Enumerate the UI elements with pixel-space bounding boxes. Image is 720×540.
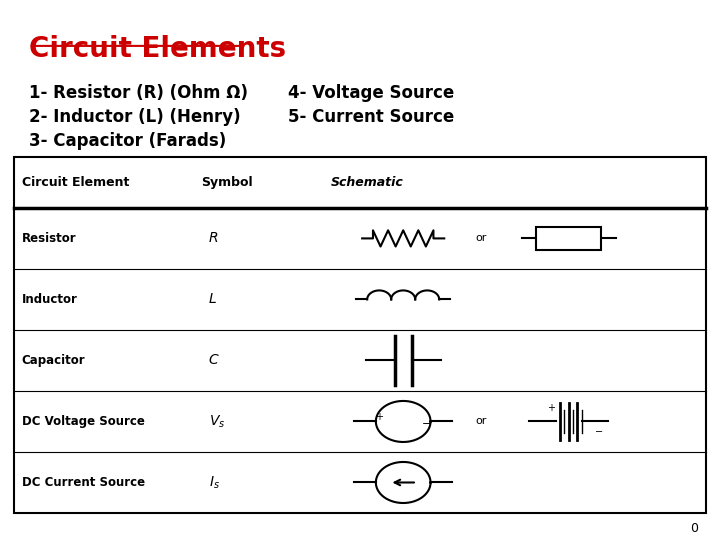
Text: DC Voltage Source: DC Voltage Source bbox=[22, 415, 145, 428]
Text: −: − bbox=[595, 427, 603, 437]
Text: −: − bbox=[422, 419, 432, 429]
Text: 3- Capacitor (Farads): 3- Capacitor (Farads) bbox=[29, 132, 226, 150]
Text: Symbol: Symbol bbox=[202, 176, 253, 189]
Text: Circuit Elements: Circuit Elements bbox=[29, 35, 286, 63]
Text: R: R bbox=[209, 232, 218, 245]
Text: 1- Resistor (R) (Ohm Ω): 1- Resistor (R) (Ohm Ω) bbox=[29, 84, 248, 102]
Text: Resistor: Resistor bbox=[22, 232, 76, 245]
Text: Schematic: Schematic bbox=[331, 176, 404, 189]
Bar bbox=[536, 226, 601, 250]
Text: 0: 0 bbox=[690, 522, 698, 535]
Text: Circuit Element: Circuit Element bbox=[22, 176, 129, 189]
Text: DC Current Source: DC Current Source bbox=[22, 476, 145, 489]
Text: C: C bbox=[209, 354, 219, 367]
Text: or: or bbox=[475, 233, 487, 244]
Text: +: + bbox=[375, 412, 384, 422]
Text: $I_s$: $I_s$ bbox=[209, 474, 220, 491]
Text: Inductor: Inductor bbox=[22, 293, 78, 306]
Text: L: L bbox=[209, 293, 217, 306]
Text: Capacitor: Capacitor bbox=[22, 354, 85, 367]
Text: 4- Voltage Source: 4- Voltage Source bbox=[288, 84, 454, 102]
Bar bbox=[14, 157, 706, 513]
Text: 2- Inductor (L) (Henry): 2- Inductor (L) (Henry) bbox=[29, 108, 240, 126]
Text: +: + bbox=[546, 403, 555, 413]
Text: or: or bbox=[475, 416, 487, 427]
Text: 5- Current Source: 5- Current Source bbox=[288, 108, 454, 126]
Text: $V_s$: $V_s$ bbox=[209, 413, 225, 430]
